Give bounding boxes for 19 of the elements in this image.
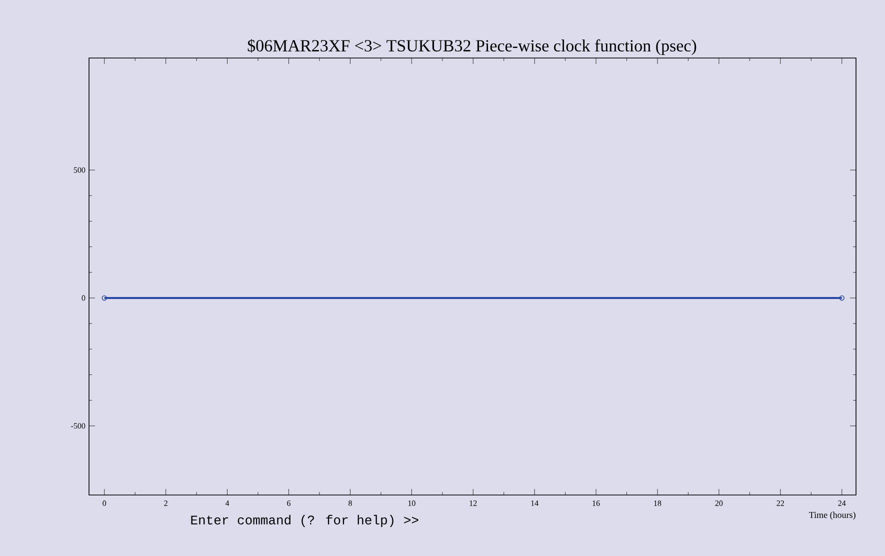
x-tick-label: 22 bbox=[776, 500, 784, 506]
x-tick-label: 10 bbox=[408, 500, 416, 506]
x-tick-label: 2 bbox=[164, 500, 168, 506]
x-tick-label: 14 bbox=[531, 500, 538, 506]
x-tick-label: 16 bbox=[592, 500, 600, 506]
x-tick-label: 12 bbox=[470, 500, 477, 506]
y-tick-label: -500 bbox=[71, 423, 86, 429]
y-tick-label: 500 bbox=[74, 167, 86, 173]
x-tick-label: 18 bbox=[654, 500, 662, 506]
chart-title: $06MAR23XF <3> TSUKUB32 Piece-wise clock function (psec) bbox=[248, 39, 696, 55]
x-tick-label: 6 bbox=[287, 500, 291, 506]
x-tick-label: 4 bbox=[225, 500, 230, 506]
x-tick-label: 8 bbox=[348, 500, 352, 506]
x-tick-label: 24 bbox=[838, 500, 846, 506]
x-tick-label: 20 bbox=[715, 500, 723, 506]
x-tick-label: 0 bbox=[102, 500, 106, 506]
x-axis-title: Time (hours) bbox=[809, 512, 856, 520]
text: Enter command (? for help) >> bbox=[191, 514, 418, 528]
y-tick-label: 0 bbox=[82, 295, 86, 301]
